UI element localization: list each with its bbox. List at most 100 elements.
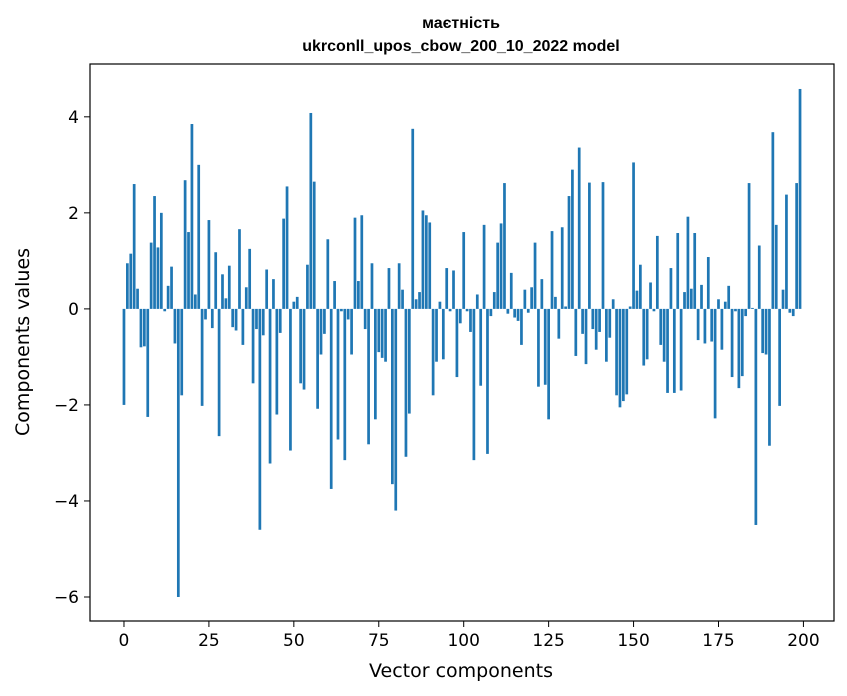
bar-67 — [350, 308, 353, 355]
bar-105 — [479, 308, 483, 386]
bar-161 — [669, 268, 673, 309]
x-tick-label: 175 — [702, 631, 734, 651]
bar-130 — [564, 306, 567, 309]
bar-44 — [272, 279, 275, 309]
bar-122 — [537, 308, 540, 387]
y-tick-label: 4 — [68, 108, 79, 128]
bar-63 — [336, 308, 340, 440]
bar-158 — [659, 308, 663, 345]
bar-157 — [655, 235, 659, 309]
bar-37 — [248, 248, 252, 309]
bar-45 — [275, 308, 279, 415]
bar-48 — [285, 186, 289, 309]
bar-18 — [183, 180, 187, 309]
bar-71 — [363, 308, 367, 330]
bar-170 — [700, 284, 703, 309]
bar-85 — [411, 128, 415, 309]
bar-194 — [781, 289, 785, 309]
chart-title-line2: ukrconll_upos_cbow_200_10_2022 model — [302, 38, 619, 55]
bar-171 — [703, 308, 707, 344]
bar-51 — [295, 296, 299, 309]
bar-80 — [394, 308, 398, 511]
bar-9 — [153, 196, 156, 309]
bar-124 — [543, 308, 547, 385]
bar-33 — [234, 308, 238, 331]
bar-111 — [499, 223, 503, 309]
bar-190 — [768, 308, 771, 446]
bar-38 — [251, 308, 255, 384]
y-tick-label: −6 — [54, 588, 79, 608]
bar-2 — [129, 253, 133, 309]
bar-59 — [323, 308, 326, 334]
bar-135 — [581, 308, 584, 334]
bar-174 — [713, 308, 717, 419]
bar-70 — [360, 215, 364, 309]
bar-55 — [309, 112, 313, 309]
bar-142 — [605, 308, 608, 362]
bar-25 — [207, 220, 211, 309]
bar-166 — [686, 216, 690, 309]
bar-128 — [557, 308, 561, 339]
bar-1 — [126, 263, 129, 309]
bar-58 — [319, 308, 323, 355]
bar-78 — [387, 268, 391, 309]
bar-144 — [611, 299, 615, 309]
bar-156 — [652, 308, 656, 312]
plot-frame — [89, 63, 835, 622]
bar-65 — [343, 308, 347, 461]
bar-126 — [550, 231, 554, 309]
bar-146 — [618, 308, 622, 408]
bar-182 — [740, 308, 744, 377]
bar-143 — [608, 308, 612, 338]
bar-110 — [496, 242, 500, 309]
bar-165 — [683, 292, 686, 309]
bar-4 — [136, 288, 139, 309]
bar-15 — [173, 308, 177, 344]
bar-66 — [346, 308, 350, 320]
bar-107 — [486, 308, 489, 454]
y-tick-label: 0 — [68, 300, 79, 320]
bar-189 — [764, 308, 768, 355]
bar-123 — [540, 279, 544, 309]
bar-29 — [221, 274, 224, 309]
bar-87 — [418, 292, 421, 309]
bar-54 — [306, 264, 309, 309]
bar-28 — [217, 308, 221, 437]
bar-98 — [455, 308, 459, 378]
bar-11 — [159, 212, 163, 309]
bar-101 — [465, 308, 469, 312]
bar-187 — [757, 245, 761, 309]
chart-title-line1: маєтність — [422, 15, 500, 32]
bar-121 — [533, 242, 537, 309]
bar-96 — [448, 308, 452, 312]
bar-168 — [693, 233, 697, 309]
bar-139 — [594, 308, 598, 350]
bar-21 — [193, 294, 197, 309]
bar-198 — [795, 183, 798, 309]
bar-102 — [469, 308, 472, 332]
bar-34 — [238, 229, 241, 309]
bar-99 — [458, 308, 462, 324]
bar-83 — [404, 308, 408, 457]
bar-196 — [788, 308, 792, 313]
bar-30 — [224, 298, 228, 309]
bar-118 — [523, 289, 527, 309]
bar-24 — [204, 308, 207, 320]
bar-27 — [214, 252, 218, 309]
bar-60 — [326, 239, 330, 309]
bar-5 — [139, 308, 143, 348]
bar-73 — [370, 263, 374, 309]
bar-76 — [380, 308, 384, 358]
bar-164 — [679, 308, 683, 391]
bar-119 — [526, 308, 530, 313]
bar-160 — [666, 308, 669, 393]
bar-6 — [143, 308, 146, 347]
bar-163 — [676, 233, 680, 309]
bar-72 — [367, 308, 370, 445]
bar-154 — [645, 308, 649, 360]
bar-103 — [472, 308, 476, 461]
bar-178 — [727, 285, 731, 309]
bar-50 — [292, 301, 296, 309]
bar-19 — [187, 232, 190, 309]
bar-7 — [146, 308, 150, 417]
